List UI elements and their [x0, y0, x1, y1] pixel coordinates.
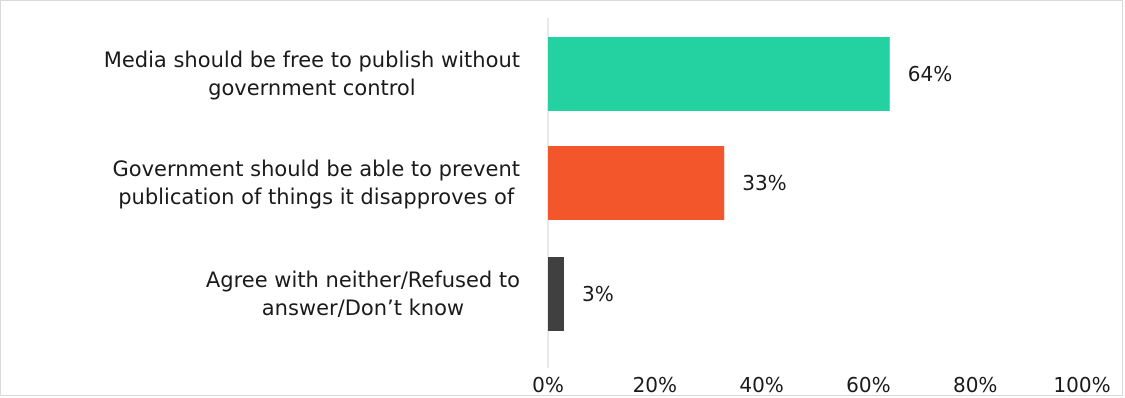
category-label-line: answer/Don’t know	[262, 296, 464, 320]
bars-group: 64% 33% 3%	[548, 37, 952, 331]
category-label-2: Government should be able to prevent publ…	[112, 157, 520, 209]
category-label-line: publication of things it disapproves of	[118, 185, 515, 209]
x-tick-label: 60%	[846, 373, 890, 397]
x-tick-label: 100%	[1053, 373, 1110, 397]
bar-2	[548, 146, 725, 220]
category-label-line: Media should be free to publish without	[104, 48, 520, 72]
category-label-line: Agree with neither/Refused to	[206, 268, 520, 292]
x-tick-label: 0%	[532, 373, 564, 397]
category-label-3: Agree with neither/Refused to answer/Don’…	[206, 268, 520, 320]
bar-3	[548, 257, 565, 331]
bar-1	[548, 37, 890, 111]
category-label-line: government control	[208, 76, 416, 100]
data-label-1: 64%	[908, 62, 952, 86]
category-labels-group: Media should be free to publish without g…	[104, 48, 520, 320]
data-label-3: 3%	[582, 282, 614, 306]
data-label-2: 33%	[742, 171, 786, 195]
x-tick-label: 80%	[953, 373, 997, 397]
category-label-line: Government should be able to prevent	[112, 157, 520, 181]
category-label-1: Media should be free to publish without g…	[104, 48, 520, 100]
x-tick-label: 20%	[633, 373, 677, 397]
tick-labels-group: 0% 20% 40% 60% 80% 100%	[532, 373, 1110, 397]
x-tick-label: 40%	[739, 373, 783, 397]
